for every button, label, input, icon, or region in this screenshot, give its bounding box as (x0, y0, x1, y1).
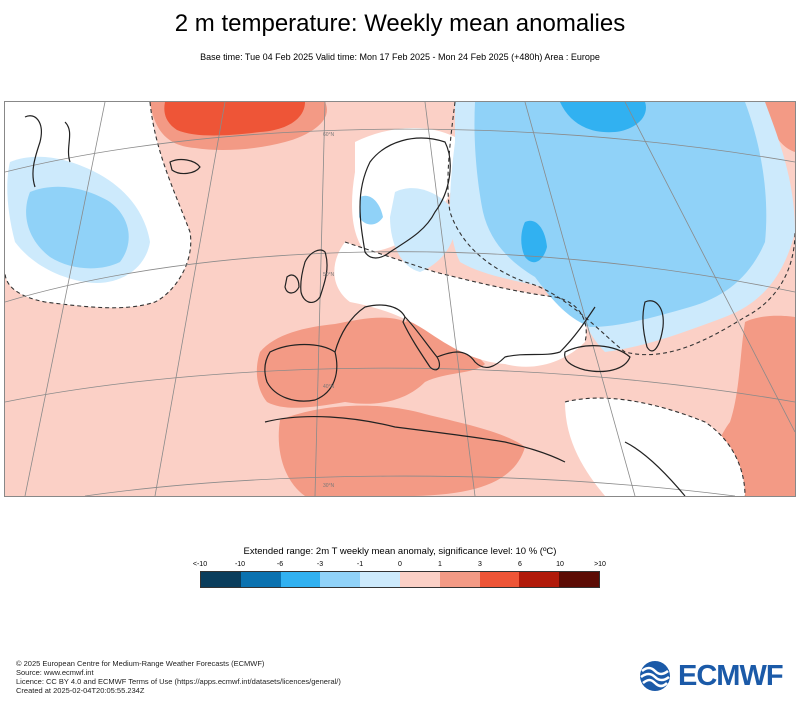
cold-region-russia (474, 102, 767, 327)
graticule-label-40n: 40°N (323, 384, 335, 390)
significance-contour-4 (564, 397, 746, 496)
significance-contour-2 (344, 241, 587, 343)
neutral-region-balkans-east (565, 398, 745, 496)
coastline-iberia (264, 343, 338, 402)
coastline-iceland (169, 158, 201, 175)
footer-created: Created at 2025-02-04T20:05:55.234Z (16, 686, 145, 695)
coastline-black-sea (564, 345, 631, 373)
ecmwf-logo-text: ECMWF (678, 659, 784, 692)
legend-swatch-2 (280, 572, 321, 587)
colder-region-russia (560, 102, 646, 133)
legend-tick-label: -10 (234, 561, 246, 568)
legend-swatch-1 (240, 572, 281, 587)
coastline-ireland (284, 274, 300, 294)
graticule-label-30n: 30°N (323, 483, 335, 489)
warm-region-north-africa (278, 405, 525, 496)
ecmwf-logo: ECMWF (636, 660, 786, 692)
hot-region-arctic (164, 102, 305, 136)
meridian-5 (524, 102, 636, 496)
warm-region-greenland-edge (765, 102, 795, 152)
chart-subtitle: Base time: Tue 04 Feb 2025 Valid time: M… (200, 52, 600, 62)
neutral-region-central (334, 242, 587, 367)
footer-credits: © 2025 European Centre for Medium-Range … (16, 659, 341, 695)
graticule-30n (84, 475, 736, 496)
legend-title: Extended range: 2m T weekly mean anomaly… (243, 546, 557, 557)
legend-tick-label: -6 (276, 561, 284, 568)
graticule-label-60n: 60°N (323, 132, 335, 138)
colder-region-russia-2 (521, 220, 547, 263)
legend-swatch-7 (479, 572, 520, 587)
legend-swatch-5 (399, 572, 440, 587)
legend-swatch-0 (201, 572, 241, 587)
legend-colorbar (200, 571, 600, 588)
legend-tick-label: >10 (594, 561, 606, 568)
legend-tick-label: -3 (316, 561, 324, 568)
cold-region-canada (26, 186, 129, 269)
legend-swatch-8 (519, 572, 560, 587)
coastline-caspian (642, 300, 664, 352)
graticule-40n (5, 367, 795, 403)
significance-contour-1 (5, 102, 192, 309)
meridian-6 (624, 102, 795, 433)
legend-swatch-9 (559, 572, 599, 587)
legend-ticks: <-10 -10 -6 -3 -1 0 1 3 6 10 >10 (0, 561, 800, 571)
meridian-2 (154, 102, 226, 496)
legend-tick-label: 6 (518, 561, 522, 568)
legend-tick-label: -1 (356, 561, 364, 568)
legend-swatch-6 (439, 572, 480, 587)
legend-tick-label: 1 (438, 561, 442, 568)
chart-title: 2 m temperature: Weekly mean anomalies (174, 10, 626, 37)
legend-tick-label: <-10 (192, 561, 208, 568)
legend-tick-label: 0 (398, 561, 402, 568)
coastline-north-africa (264, 415, 566, 463)
legend-swatch-3 (320, 572, 361, 587)
graticule-label-50n: 50°N (323, 272, 335, 278)
legend-tick-label: 10 (556, 561, 564, 568)
anomaly-map: 60°N 50°N 40°N 30°N (4, 101, 796, 497)
legend-swatch-4 (360, 572, 400, 587)
coastline-greenland (24, 115, 71, 188)
legend-tick-label: 3 (478, 561, 482, 568)
cool-region-baltic (390, 188, 456, 272)
coastline-britain (300, 249, 328, 304)
coastline-italy (402, 316, 441, 371)
footer-source: Source: www.ecmwf.int (16, 668, 94, 677)
meridian-4 (424, 102, 476, 496)
meridian-1 (24, 102, 106, 496)
meridian-3 (314, 102, 326, 496)
graticule-60n (5, 128, 795, 173)
footer-licence: Licence: CC BY 4.0 and ECMWF Terms of Us… (16, 677, 341, 686)
footer-copyright: © 2025 European Centre for Medium-Range … (16, 659, 265, 668)
graticule-50n (5, 251, 795, 303)
coastline-europe-main (334, 304, 596, 369)
ecmwf-logo-icon (640, 661, 670, 691)
cold-region-scandinavia (359, 195, 383, 225)
coastline-red-sea (624, 441, 686, 496)
coastline-scandinavia (359, 137, 451, 259)
warm-region-middle-east (713, 315, 795, 496)
